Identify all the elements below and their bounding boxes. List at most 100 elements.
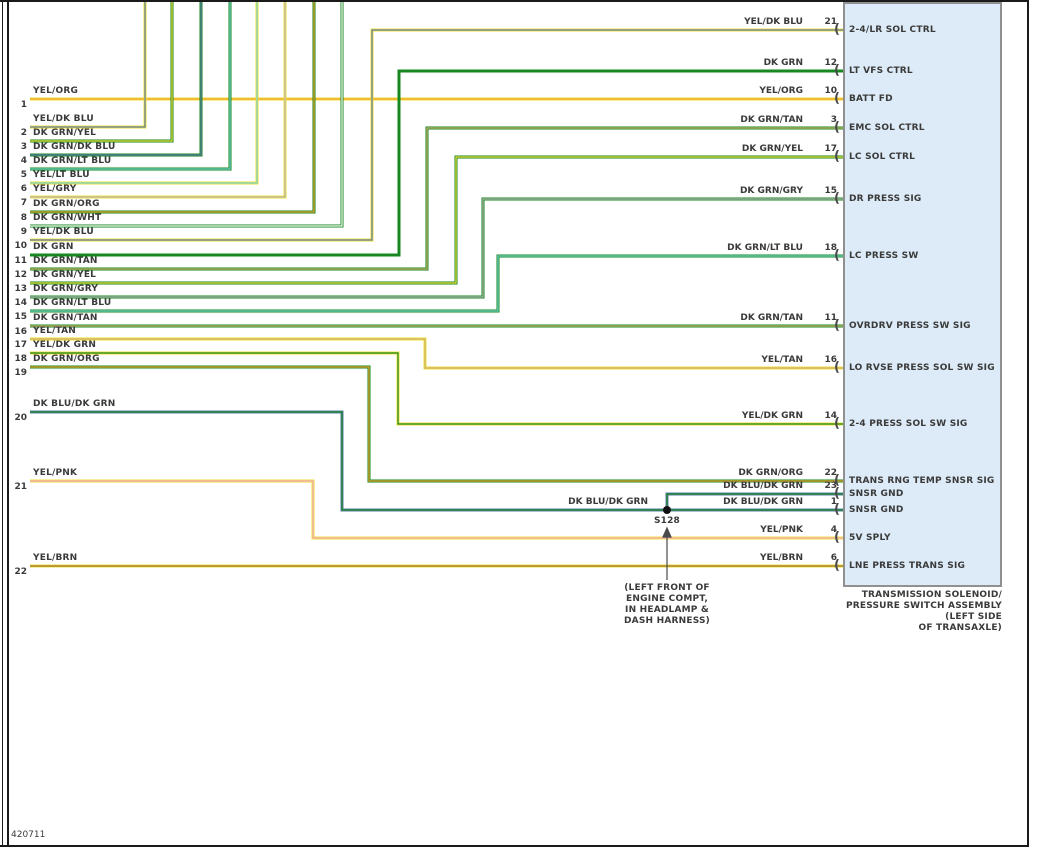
box-wire-label-4: DK GRN/YEL xyxy=(741,144,803,154)
pin-connector-icon-13: ( xyxy=(834,530,840,545)
box-pin-number-9: 14 xyxy=(824,411,837,421)
box-signal-label-4: LC SOL CTRL xyxy=(849,152,916,162)
pin-connector-icon-10: ( xyxy=(834,473,840,488)
wire-w12-stripe xyxy=(30,127,843,270)
wire-w10-stripe xyxy=(30,29,843,241)
wire-w2 xyxy=(30,2,147,129)
left-pin-number-21: 21 xyxy=(14,482,27,492)
box-pin-number-2: 10 xyxy=(824,86,837,96)
left-wire-label-6: YEL/LT BLU xyxy=(33,170,90,180)
box-signal-label-5: DR PRESS SIG xyxy=(849,194,922,204)
left-pin-number-20: 20 xyxy=(14,413,27,423)
left-pin-number-8: 8 xyxy=(20,213,27,223)
box-wire-label-6: DK GRN/LT BLU xyxy=(727,243,803,253)
pin-connector-icon-2: ( xyxy=(834,91,840,106)
box-pin-number-6: 18 xyxy=(824,243,837,253)
box-signal-label-7: OVRDRV PRESS SW SIG xyxy=(849,321,971,331)
left-wire-label-2: YEL/DK BLU xyxy=(33,114,94,124)
box-wire-label-0: YEL/DK BLU xyxy=(744,17,803,27)
splice-location-note-line-1: ENGINE COMPT, xyxy=(626,594,708,604)
box-wire-label-7: DK GRN/TAN xyxy=(740,313,803,323)
wire-w6-stripe xyxy=(30,2,258,184)
wire-w18-stripe xyxy=(30,352,843,425)
box-wire-label-14: YEL/BRN xyxy=(759,553,803,563)
left-wire-label-17: YEL/TAN xyxy=(33,326,77,336)
wire-w14-stripe xyxy=(30,198,843,298)
figure-number: 420711 xyxy=(11,830,46,840)
left-wire-label-10: YEL/DK BLU xyxy=(33,227,94,237)
box-pin-number-0: 21 xyxy=(824,17,837,27)
left-pin-number-17: 17 xyxy=(14,340,27,350)
page-border-right xyxy=(1027,1,1029,846)
pin-connector-icon-1: ( xyxy=(834,63,840,78)
box-pin-number-14: 6 xyxy=(830,553,837,563)
box-wire-label-13: YEL/PNK xyxy=(760,525,803,535)
box-pin-number-5: 15 xyxy=(824,186,837,196)
left-pin-number-12: 12 xyxy=(14,270,27,280)
left-pin-number-7: 7 xyxy=(20,198,27,208)
left-wire-label-16: DK GRN/TAN xyxy=(33,313,98,323)
box-wire-label-12: DK BLU/DK GRN xyxy=(723,497,803,507)
left-pin-number-9: 9 xyxy=(20,227,27,237)
wire-w5-stripe xyxy=(30,2,231,170)
left-wire-label-8: DK GRN/ORG xyxy=(33,199,100,209)
pin-connector-icon-4: ( xyxy=(834,149,840,164)
left-pin-number-3: 3 xyxy=(20,142,27,152)
connector-caption-line-3: OF TRANSAXLE) xyxy=(918,623,1002,633)
box-signal-label-2: BATT FD xyxy=(849,94,893,104)
left-wire-label-21: YEL/PNK xyxy=(33,468,78,478)
box-wire-label-10: DK GRN/ORG xyxy=(738,468,803,478)
box-pin-number-3: 3 xyxy=(830,115,837,125)
splice-location-note-line-3: DASH HARNESS) xyxy=(624,616,710,626)
wire-w4-stripe xyxy=(30,2,202,156)
wire-w13 xyxy=(30,155,843,285)
wire-w20-stripe xyxy=(30,411,843,511)
box-signal-label-10: TRANS RNG TEMP SNSR SIG xyxy=(849,476,995,486)
box-pin-number-4: 17 xyxy=(824,144,837,154)
left-pin-number-18: 18 xyxy=(14,354,27,364)
splice-feed-wire-label: DK BLU/DK GRN xyxy=(568,497,648,507)
page-border-top xyxy=(0,0,1029,2)
pin-connector-icon-3: ( xyxy=(834,120,840,135)
pin-connector-icon-8: ( xyxy=(834,360,840,375)
left-wire-label-1: YEL/ORG xyxy=(33,86,79,96)
box-pin-number-13: 4 xyxy=(830,525,837,535)
left-wire-label-11: DK GRN xyxy=(33,242,74,252)
box-pin-number-7: 11 xyxy=(824,313,837,323)
page-border-left-outer xyxy=(2,1,3,845)
box-pin-number-8: 16 xyxy=(824,355,837,365)
left-wire-label-12: DK GRN/TAN xyxy=(33,256,98,266)
box-signal-label-12: SNSR GND xyxy=(849,505,904,515)
left-wire-label-14: DK GRN/GRY xyxy=(33,284,99,294)
wire-w20-branch-stripe xyxy=(666,493,843,510)
box-wire-label-1: DK GRN xyxy=(763,58,803,68)
box-pin-number-10: 22 xyxy=(824,468,837,478)
connector-caption-line-1: PRESSURE SWITCH ASSEMBLY xyxy=(845,601,1002,611)
left-pin-number-5: 5 xyxy=(20,170,27,180)
left-wire-label-15: DK GRN/LT BLU xyxy=(33,298,112,308)
left-pin-number-11: 11 xyxy=(14,256,27,266)
box-signal-label-14: LNE PRESS TRANS SIG xyxy=(849,561,966,571)
page-border-bottom xyxy=(0,845,1029,847)
splice-location-note-line-2: IN HEADLAMP & xyxy=(625,605,709,615)
left-wire-label-18: YEL/DK GRN xyxy=(33,340,97,350)
left-wire-label-20: DK BLU/DK GRN xyxy=(33,399,116,409)
splice-location-note-line-0: (LEFT FRONT OF xyxy=(624,583,710,593)
box-signal-label-6: LC PRESS SW xyxy=(849,251,919,261)
left-wire-label-3: DK GRN/YEL xyxy=(33,128,97,138)
wire-w11 xyxy=(30,69,843,257)
pin-connector-icon-12: ( xyxy=(834,502,840,517)
box-signal-label-0: 2-4/LR SOL CTRL xyxy=(849,25,936,35)
left-pin-number-6: 6 xyxy=(20,184,27,194)
wire-w17-stripe xyxy=(30,338,843,369)
box-wire-label-3: DK GRN/TAN xyxy=(740,115,803,125)
wire-w7-stripe xyxy=(30,2,286,198)
left-wire-label-5: DK GRN/LT BLU xyxy=(33,156,112,166)
left-pin-number-16: 16 xyxy=(14,327,27,337)
pin-connector-icon-5: ( xyxy=(834,191,840,206)
box-signal-label-13: 5V SPLY xyxy=(849,533,891,543)
pin-connector-icon-6: ( xyxy=(834,248,840,263)
box-signal-label-8: LO RVSE PRESS SOL SW SIG xyxy=(849,363,995,373)
